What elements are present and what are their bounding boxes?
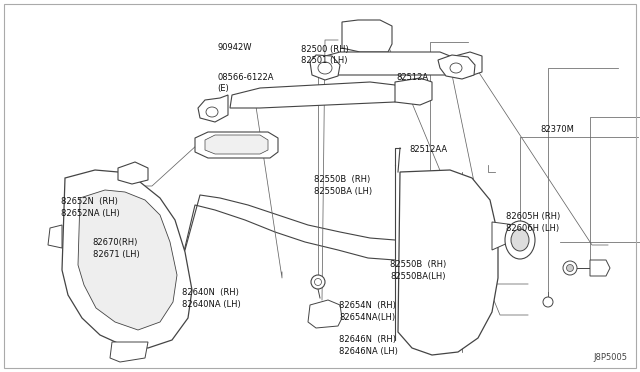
Text: 82670(RH)
82671 (LH): 82670(RH) 82671 (LH) xyxy=(93,238,140,259)
Ellipse shape xyxy=(563,261,577,275)
Ellipse shape xyxy=(506,236,514,244)
Text: 82370M: 82370M xyxy=(541,125,575,134)
Polygon shape xyxy=(318,52,458,75)
Polygon shape xyxy=(118,162,148,184)
Polygon shape xyxy=(492,222,515,250)
Text: J8P5005: J8P5005 xyxy=(593,353,627,362)
Ellipse shape xyxy=(206,107,218,117)
Text: 82654N  (RH)
82654NA(LH): 82654N (RH) 82654NA(LH) xyxy=(339,301,396,322)
Polygon shape xyxy=(342,20,392,52)
Polygon shape xyxy=(455,52,482,76)
Text: 82550B  (RH)
82550BA (LH): 82550B (RH) 82550BA (LH) xyxy=(314,175,372,196)
Polygon shape xyxy=(110,342,148,362)
Polygon shape xyxy=(78,190,177,330)
Ellipse shape xyxy=(511,229,529,251)
Text: 82652N  (RH)
82652NA (LH): 82652N (RH) 82652NA (LH) xyxy=(61,197,120,218)
Polygon shape xyxy=(590,260,610,276)
Polygon shape xyxy=(398,170,498,355)
Ellipse shape xyxy=(543,297,553,307)
Text: 82605H (RH)
82606H (LH): 82605H (RH) 82606H (LH) xyxy=(506,212,560,233)
Ellipse shape xyxy=(566,264,573,272)
Text: 82512AA: 82512AA xyxy=(410,145,448,154)
Polygon shape xyxy=(205,135,268,154)
Polygon shape xyxy=(395,78,432,105)
Text: 82550B  (RH)
82550BA(LH): 82550B (RH) 82550BA(LH) xyxy=(390,260,447,281)
Polygon shape xyxy=(48,225,62,248)
Polygon shape xyxy=(310,55,340,80)
Polygon shape xyxy=(62,170,192,348)
Polygon shape xyxy=(195,132,278,158)
Ellipse shape xyxy=(311,275,325,289)
Text: 82640N  (RH)
82640NA (LH): 82640N (RH) 82640NA (LH) xyxy=(182,288,241,309)
Ellipse shape xyxy=(314,279,321,285)
Text: 82500 (RH)
82501 (LH): 82500 (RH) 82501 (LH) xyxy=(301,45,349,65)
Polygon shape xyxy=(198,95,228,122)
Ellipse shape xyxy=(450,63,462,73)
Polygon shape xyxy=(308,300,342,328)
Polygon shape xyxy=(230,82,400,108)
Text: 82512A: 82512A xyxy=(397,73,429,81)
Text: 08566-6122A
(E): 08566-6122A (E) xyxy=(218,73,274,93)
Ellipse shape xyxy=(318,62,332,74)
Text: 82646N  (RH)
82646NA (LH): 82646N (RH) 82646NA (LH) xyxy=(339,335,398,356)
Text: 90942W: 90942W xyxy=(218,43,252,52)
Ellipse shape xyxy=(505,221,535,259)
Polygon shape xyxy=(438,55,475,79)
